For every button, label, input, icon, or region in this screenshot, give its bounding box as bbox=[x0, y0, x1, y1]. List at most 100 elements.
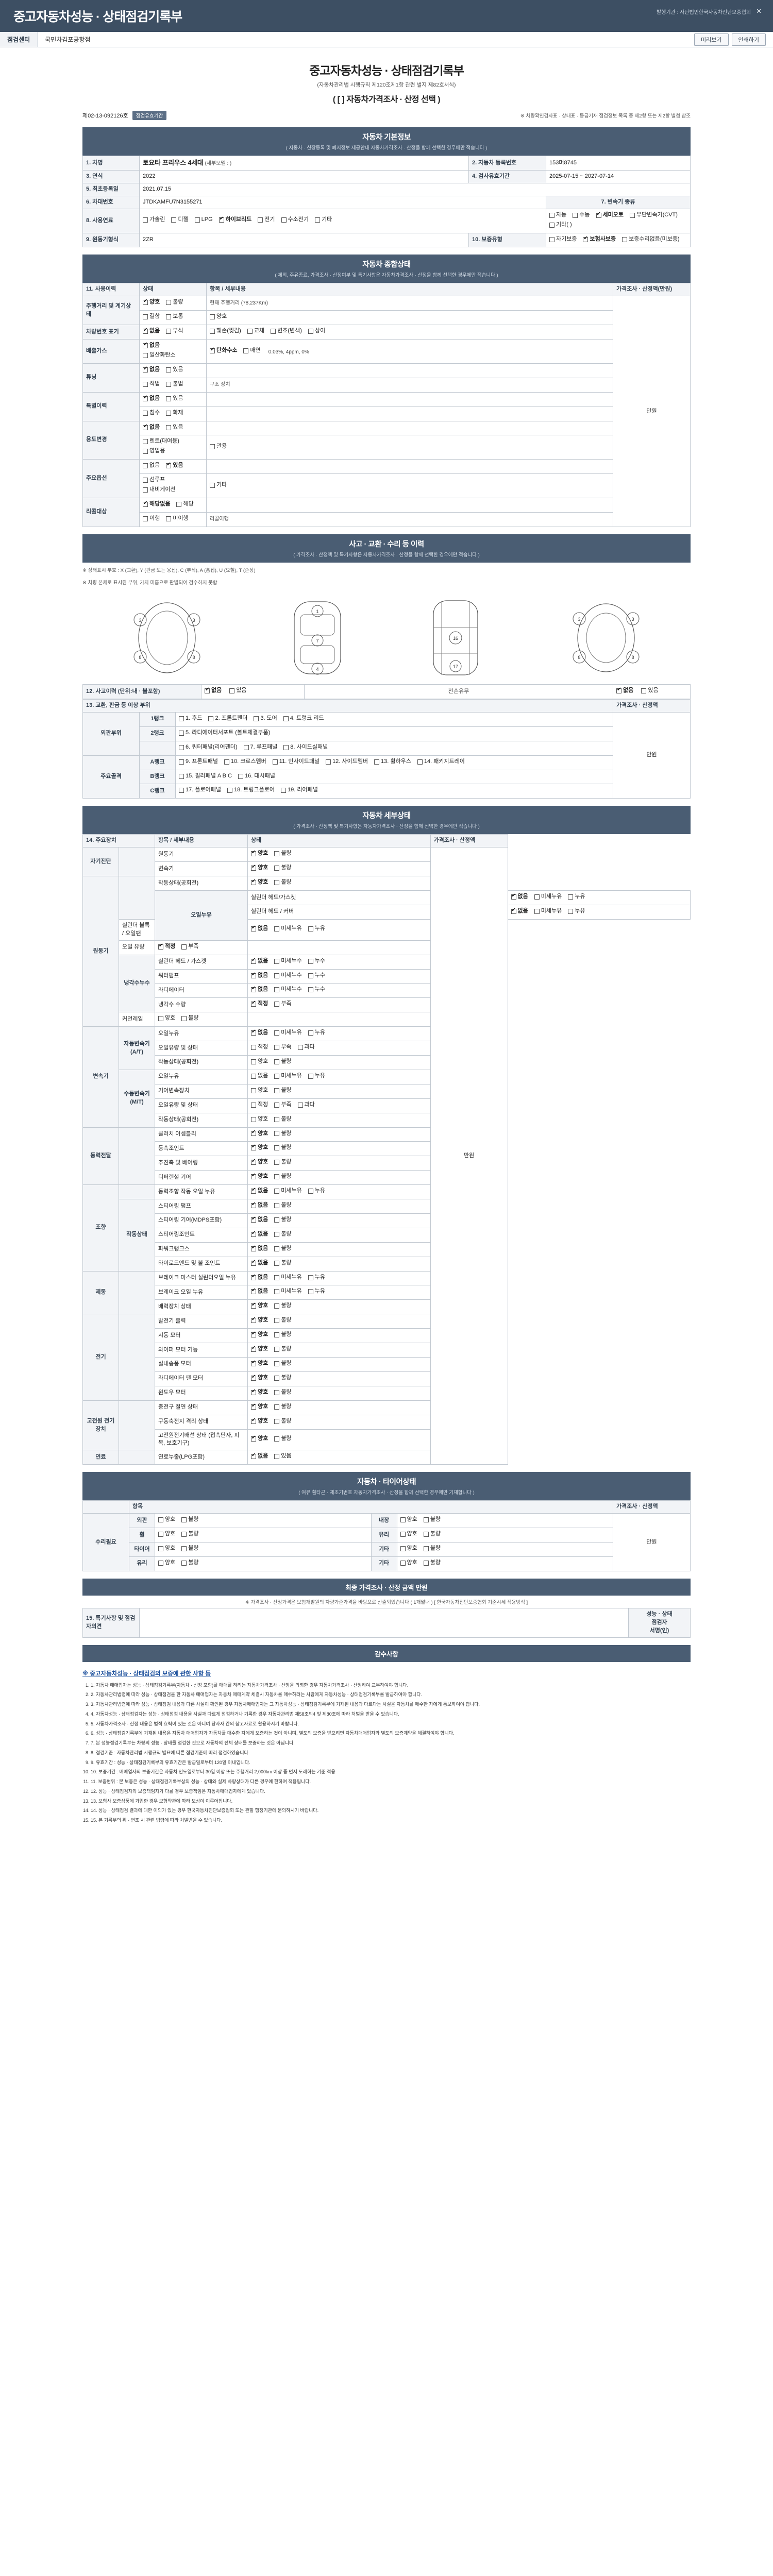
checkbox-part-1[interactable]: 2. 프론트펜더 bbox=[208, 715, 247, 723]
checkbox-c3-1[interactable]: 불법 bbox=[166, 380, 183, 388]
checkbox-s0[interactable]: 양호 bbox=[251, 1087, 268, 1095]
detail-item-state[interactable]: 없음 불량 bbox=[247, 1213, 431, 1228]
print-button[interactable]: 인쇄하기 bbox=[731, 33, 766, 46]
detail-item-state[interactable]: 양호 불량 bbox=[247, 1385, 431, 1401]
checkbox-s2[interactable]: 누유 bbox=[568, 893, 585, 901]
condition-state[interactable]: 적법 불법 bbox=[139, 377, 207, 393]
condition-state[interactable]: 없음 있음 bbox=[139, 420, 207, 436]
checkbox-s0[interactable]: 없음 bbox=[251, 1259, 268, 1267]
checkbox-s1[interactable]: 미세누유 bbox=[274, 1072, 302, 1080]
checkbox-c4-0[interactable]: 침수 bbox=[143, 409, 160, 417]
condition-detail[interactable]: 리콜이행 bbox=[206, 512, 613, 527]
checkbox-s1[interactable]: 불량 bbox=[274, 850, 292, 858]
checkbox-s0[interactable]: 없음 bbox=[251, 1274, 268, 1282]
detail-item-state[interactable]: 없음 있음 bbox=[247, 1450, 431, 1465]
checkbox-t2a1[interactable]: 불량 bbox=[181, 1545, 199, 1553]
checkbox-s0[interactable]: 양호 bbox=[251, 1374, 268, 1382]
condition-detail[interactable]: 현재 주행거리 (78,237Km) bbox=[206, 296, 613, 311]
checkbox-s1[interactable]: 불량 bbox=[274, 1417, 292, 1426]
detail-item-state[interactable]: 양호 불량 bbox=[155, 1012, 248, 1027]
checkbox-c6-1[interactable]: 있음 bbox=[166, 462, 183, 470]
checkbox-s2[interactable]: 누유 bbox=[568, 907, 585, 916]
condition-detail[interactable] bbox=[206, 363, 613, 378]
checkbox-s1[interactable]: 불량 bbox=[274, 1360, 292, 1368]
checkbox-t0b0[interactable]: 양호 bbox=[400, 1516, 417, 1524]
checkbox-part-4[interactable]: 13. 휠하우스 bbox=[374, 758, 411, 766]
checkbox-s0[interactable]: 양호 bbox=[251, 850, 268, 858]
checkbox-opt-4[interactable]: 기타( ) bbox=[549, 221, 572, 229]
checkbox-opt-1[interactable]: 디젤 bbox=[171, 216, 189, 224]
checkbox-s0[interactable]: 적정 bbox=[251, 1101, 268, 1109]
checkbox-t3b0[interactable]: 양호 bbox=[400, 1559, 417, 1567]
checkbox-opt-2[interactable]: LPG bbox=[194, 216, 213, 224]
checkbox-s0[interactable]: 없음 bbox=[251, 1245, 268, 1253]
checkbox-c0-1[interactable]: 불량 bbox=[166, 298, 183, 307]
checkbox-s0[interactable]: 없음 bbox=[511, 893, 528, 901]
checkbox-opt-2[interactable]: 세미오토 bbox=[596, 211, 624, 219]
checkbox-t1b1[interactable]: 불량 bbox=[423, 1530, 441, 1538]
detail-item-state[interactable]: 적정 부족 과다 bbox=[247, 1041, 431, 1056]
checkbox-part-1[interactable]: 10. 크로스멤버 bbox=[224, 758, 266, 766]
checkbox-t2b1[interactable]: 불량 bbox=[423, 1545, 441, 1553]
checkbox-t3a0[interactable]: 양호 bbox=[158, 1559, 175, 1567]
checkbox-s1[interactable]: 불량 bbox=[274, 1087, 292, 1095]
checkbox-s1[interactable]: 불량 bbox=[274, 1316, 292, 1325]
condition-state[interactable]: 선루프 내비게이션 bbox=[139, 473, 207, 498]
detail-item-state[interactable]: 없음 미세누유 누유 bbox=[247, 1069, 431, 1084]
checkbox-s1[interactable]: 불량 bbox=[274, 1302, 292, 1310]
detail-item-state[interactable]: 없음 미세누수 누수 bbox=[247, 983, 431, 998]
accident-price-options[interactable]: 없음 있음 bbox=[613, 684, 691, 699]
checkbox-opt-0[interactable]: 자동 bbox=[549, 211, 566, 219]
checkbox-part-2[interactable]: 3. 도어 bbox=[254, 715, 277, 723]
detail-item-state[interactable]: 양호 불량 bbox=[247, 1170, 431, 1185]
checkbox-part-3[interactable]: 4. 트렁크 리드 bbox=[283, 715, 324, 723]
checkbox-opt-3[interactable]: 하이브리드 bbox=[219, 216, 251, 224]
tire-opts-2[interactable]: 양호 불량 bbox=[396, 1556, 613, 1571]
checkbox-accident-none[interactable]: 없음 bbox=[205, 687, 222, 695]
condition-detail[interactable] bbox=[206, 459, 613, 474]
checkbox-d0-0[interactable]: 양호 bbox=[210, 313, 227, 321]
checkbox-s0[interactable]: 양호 bbox=[251, 878, 268, 887]
checkbox-d1-0[interactable]: 훼손(찢김) bbox=[210, 327, 241, 335]
checkbox-opt-5[interactable]: 수소전기 bbox=[281, 216, 309, 224]
condition-state[interactable]: 이행 미이행 bbox=[139, 512, 207, 527]
checkbox-part-3[interactable]: 12. 사이드멤버 bbox=[326, 758, 368, 766]
checkbox-s2[interactable]: 누수 bbox=[308, 986, 325, 994]
checkbox-c3-0[interactable]: 없음 bbox=[143, 366, 160, 374]
checkbox-s1[interactable]: 불량 bbox=[274, 1144, 292, 1152]
checkbox-c4-1[interactable]: 화재 bbox=[166, 409, 183, 417]
checkbox-s1[interactable]: 부족 bbox=[274, 1000, 292, 1008]
detail-item-state[interactable]: 양호 불량 bbox=[247, 1328, 431, 1344]
checkbox-s0[interactable]: 없음 bbox=[251, 972, 268, 980]
checkbox-t0b1[interactable]: 불량 bbox=[423, 1516, 441, 1524]
checkbox-opt-4[interactable]: 전기 bbox=[258, 216, 275, 224]
condition-state[interactable]: 해당없음 해당 bbox=[139, 498, 207, 513]
detail-item-state[interactable]: 양호 불량 bbox=[247, 847, 431, 862]
detail-item-state[interactable]: 양호 불량 bbox=[247, 1414, 431, 1430]
checkbox-c2-0[interactable]: 없음 bbox=[143, 342, 160, 350]
checkbox-c0-0[interactable]: 결함 bbox=[143, 313, 160, 321]
detail-item-state[interactable]: 없음 미세누유 누유 bbox=[247, 1184, 431, 1200]
checkbox-opt-0[interactable]: 자기보증 bbox=[549, 235, 577, 244]
checkbox-c6-0[interactable]: 없음 bbox=[143, 462, 160, 470]
checkbox-c4-0[interactable]: 없음 bbox=[143, 395, 160, 403]
checkbox-part-0[interactable]: 15. 필러패널 A B C bbox=[179, 772, 232, 781]
checkbox-s0[interactable]: 양호 bbox=[251, 1417, 268, 1426]
checkbox-s0[interactable]: 없음 bbox=[511, 907, 528, 916]
tire-opts-1[interactable]: 양호 불량 bbox=[155, 1542, 372, 1557]
checkbox-s0[interactable]: 양호 bbox=[251, 1345, 268, 1353]
checkbox-s1[interactable]: 불량 bbox=[274, 1345, 292, 1353]
detail-item-state[interactable]: 양호 불량 bbox=[247, 1156, 431, 1171]
checkbox-s2[interactable]: 과다 bbox=[297, 1101, 315, 1109]
checkbox-s0[interactable]: 양호 bbox=[251, 1403, 268, 1411]
checkbox-s0[interactable]: 없음 bbox=[251, 1216, 268, 1224]
checkbox-s1[interactable]: 불량 bbox=[274, 1374, 292, 1382]
condition-detail[interactable] bbox=[206, 420, 613, 436]
remarks-value[interactable] bbox=[139, 1607, 629, 1638]
checkbox-part-1[interactable]: 16. 대시패널 bbox=[238, 772, 275, 781]
damage-price[interactable]: 만원 bbox=[613, 711, 691, 799]
checkbox-s1[interactable]: 있음 bbox=[274, 1452, 292, 1461]
checkbox-s1[interactable]: 불량 bbox=[274, 1173, 292, 1181]
